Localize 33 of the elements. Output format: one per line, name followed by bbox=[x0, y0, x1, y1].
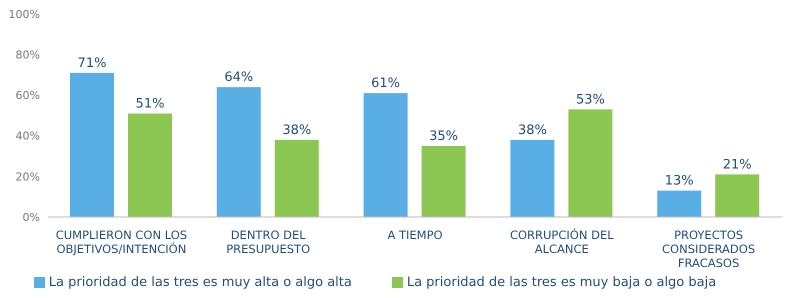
y-tick-label: 60% bbox=[16, 89, 40, 102]
data-label: 38% bbox=[518, 122, 547, 138]
data-label: 51% bbox=[136, 96, 164, 112]
bar bbox=[715, 174, 760, 217]
bar bbox=[510, 140, 554, 217]
x-tick-label: CORRUPCIÓN DEL ALCANCE bbox=[510, 228, 614, 256]
data-label: 35% bbox=[429, 128, 458, 144]
x-tick-label: DENTRO DEL PRESUPUESTO bbox=[226, 228, 310, 256]
data-label: 38% bbox=[282, 122, 312, 138]
data-label: 71% bbox=[78, 56, 106, 71]
bar bbox=[364, 93, 408, 217]
x-tick-label: PROYECTOS CONSIDERADOS FRACASOS bbox=[662, 228, 756, 270]
legend-label: La prioridad de las tres es muy alta o algo alta bbox=[48, 275, 352, 290]
data-label: 13% bbox=[664, 174, 694, 189]
data-label: 64% bbox=[224, 70, 254, 86]
bar bbox=[70, 72, 114, 217]
legend-label: La prioridad de las tres es muy baja o algo baja bbox=[406, 275, 716, 290]
y-tick-label: 0% bbox=[22, 210, 40, 224]
bar bbox=[216, 87, 261, 217]
y-tick-label: 40% bbox=[16, 130, 40, 143]
y-tick-label: 80% bbox=[16, 48, 40, 62]
data-label: 21% bbox=[722, 157, 752, 172]
data-label: 61% bbox=[371, 76, 400, 92]
bar bbox=[657, 190, 702, 217]
x-tick-label: A TIEMPO bbox=[387, 228, 443, 242]
bar bbox=[128, 113, 172, 217]
bar bbox=[422, 146, 466, 217]
data-label: 53% bbox=[576, 92, 605, 108]
bar bbox=[568, 109, 612, 217]
y-tick-label: 100% bbox=[8, 8, 40, 21]
bar bbox=[274, 140, 319, 217]
y-tick-label: 20% bbox=[16, 170, 40, 184]
x-tick-label: CUMPLIERON CON LOS OBJETIVOS/INTENCIÓN bbox=[56, 228, 188, 256]
